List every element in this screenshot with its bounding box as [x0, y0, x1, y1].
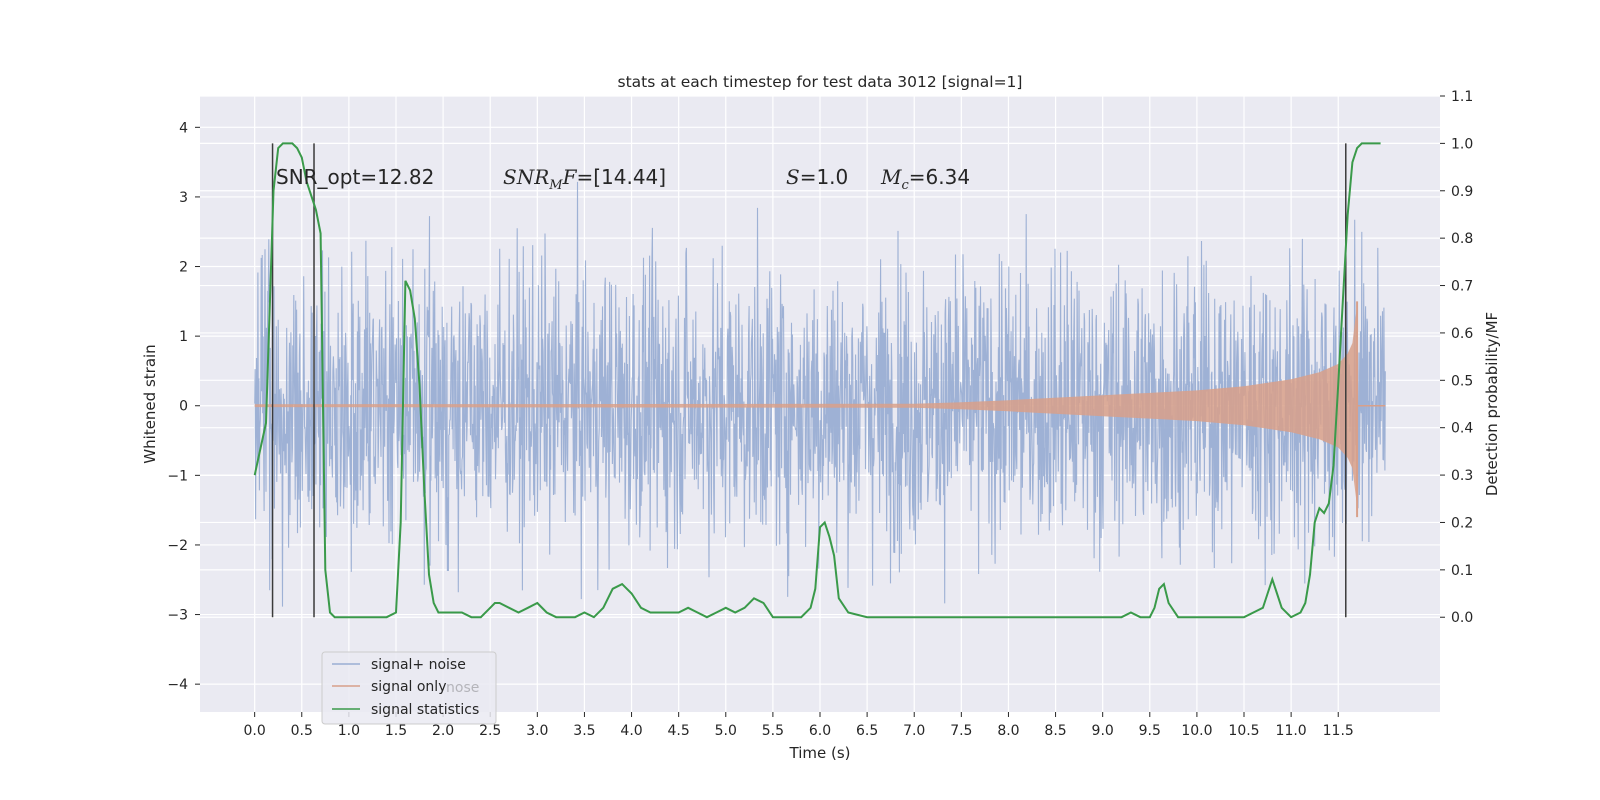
annotation-s: S=1.0 — [786, 165, 848, 189]
x-tick-label: 2.5 — [479, 723, 501, 739]
signal-noise-line — [254, 181, 1386, 607]
y2-tick-label: 0.5 — [1451, 373, 1473, 389]
y-tick-label: −4 — [167, 677, 188, 693]
annotation-snr-opt: SNR_opt=12.82 — [276, 165, 434, 189]
signal-noise-series — [254, 181, 1386, 607]
y2-tick-label: 1.0 — [1451, 136, 1473, 152]
x-tick-label: 5.0 — [715, 723, 737, 739]
signal-only-band — [254, 304, 1358, 507]
x-tick-label: 4.5 — [668, 723, 690, 739]
y-tick-label: 4 — [179, 120, 188, 136]
y-axis-label: Whitened strain — [141, 344, 159, 463]
x-tick-label: 7.0 — [903, 723, 925, 739]
x-tick-label: 6.5 — [856, 723, 878, 739]
s-value: =1.0 — [800, 165, 849, 189]
annotation-mc: Mc=6.34 — [880, 165, 970, 193]
x-tick-label: 0.0 — [244, 723, 266, 739]
x-tick-label: 3.5 — [573, 723, 595, 739]
legend-ghost-text: nose — [446, 680, 479, 696]
s-symbol: S — [786, 165, 800, 189]
y2-tick-label: 0.6 — [1451, 326, 1473, 342]
signal-statistics-series — [253, 142, 1381, 619]
x-tick-label: 7.5 — [950, 723, 972, 739]
axis-ticks: 0.0 0.5 1.0 1.5 2.0 2.5 3.0 3.5 4.0 4.5 5.0 5.5 6.0 6… — [167, 89, 1473, 739]
y2-tick-label: 0.2 — [1451, 515, 1473, 531]
mc-symbol: M — [880, 165, 902, 189]
y-tick-label: −1 — [167, 468, 188, 484]
snr-mf-subscript: M — [548, 178, 563, 193]
snr-mf-f: F — [562, 165, 578, 189]
legend-label-noise: signal+ noise — [371, 657, 466, 673]
x-tick-label: 0.5 — [291, 723, 313, 739]
y2-tick-label: 0.1 — [1451, 563, 1473, 579]
legend-label-signal: signal only — [371, 679, 446, 695]
y2-tick-label: 1.1 — [1451, 89, 1473, 105]
x-tick-label: 11.5 — [1323, 723, 1354, 739]
mc-subscript: c — [901, 178, 909, 193]
y-tick-label: −3 — [167, 608, 188, 624]
y2-tick-label: 0.3 — [1451, 468, 1473, 484]
x-tick-label: 1.0 — [338, 723, 360, 739]
signal-only-series — [254, 301, 1386, 518]
y2-tick-label: 0.7 — [1451, 279, 1473, 295]
x-tick-label: 3.0 — [526, 723, 548, 739]
y2-tick-label: 0.9 — [1451, 184, 1473, 200]
y2-tick-label: 0.8 — [1451, 231, 1473, 247]
x-tick-label: 10.5 — [1228, 723, 1259, 739]
x-tick-label: 11.0 — [1276, 723, 1307, 739]
y-tick-label: 3 — [179, 190, 188, 206]
legend: nose signal+ noise signal only signal st… — [321, 651, 497, 725]
x-tick-label: 9.5 — [1139, 723, 1161, 739]
x-tick-label: 9.0 — [1092, 723, 1114, 739]
y2-tick-label: 0.4 — [1451, 421, 1473, 437]
x-tick-label: 2.0 — [432, 723, 454, 739]
x-tick-label: 8.0 — [997, 723, 1019, 739]
x-tick-label: 6.0 — [809, 723, 831, 739]
x-tick-label: 1.5 — [385, 723, 407, 739]
y-tick-label: 0 — [179, 399, 188, 415]
x-tick-label: 4.0 — [620, 723, 642, 739]
y-tick-label: −2 — [167, 538, 188, 554]
x-tick-label: 8.5 — [1044, 723, 1066, 739]
y-tick-label: 2 — [179, 260, 188, 276]
y2-axis-label: Detection probability/MF — [1483, 312, 1501, 496]
snr-mf-symbol: SNR — [503, 165, 549, 189]
x-axis-label: Time (s) — [789, 744, 851, 762]
x-tick-label: 5.5 — [762, 723, 784, 739]
mc-value: =6.34 — [909, 165, 970, 189]
annotation-snr-mf: SNRMF=[14.44] — [503, 165, 666, 193]
snr-mf-value: =[14.44] — [576, 165, 666, 189]
legend-label-stats: signal statistics — [371, 702, 479, 718]
y-tick-label: 1 — [179, 329, 188, 345]
signal-statistics-line — [253, 142, 1381, 619]
chart-title: stats at each timestep for test data 301… — [618, 73, 1023, 91]
legend-box — [321, 651, 497, 725]
y2-tick-label: 0.0 — [1451, 610, 1473, 626]
x-tick-label: 10.0 — [1181, 723, 1212, 739]
